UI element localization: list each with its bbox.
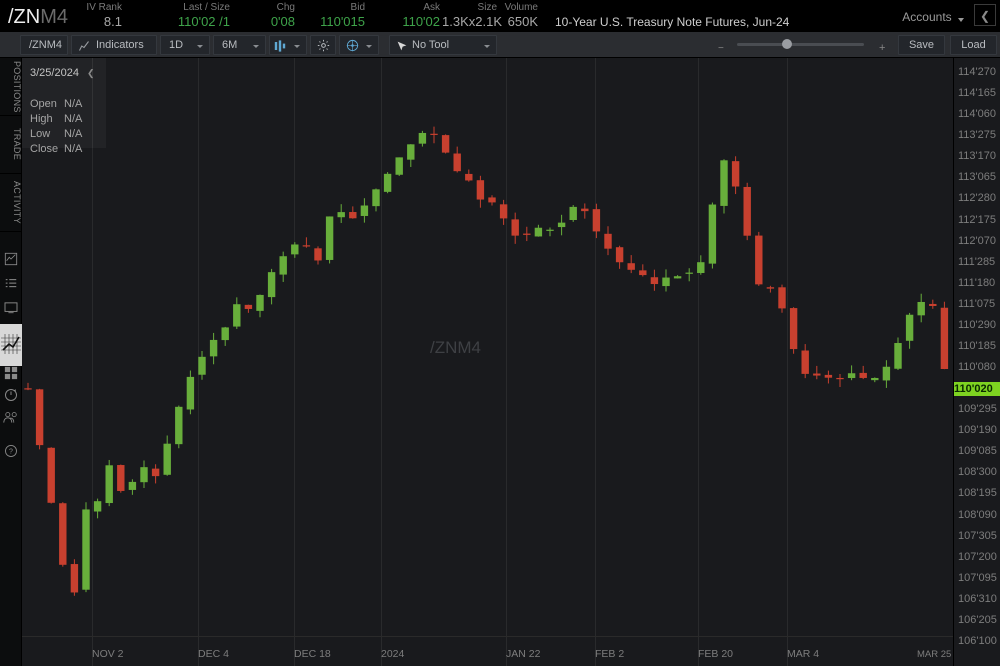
svg-text:?: ? (9, 449, 13, 456)
